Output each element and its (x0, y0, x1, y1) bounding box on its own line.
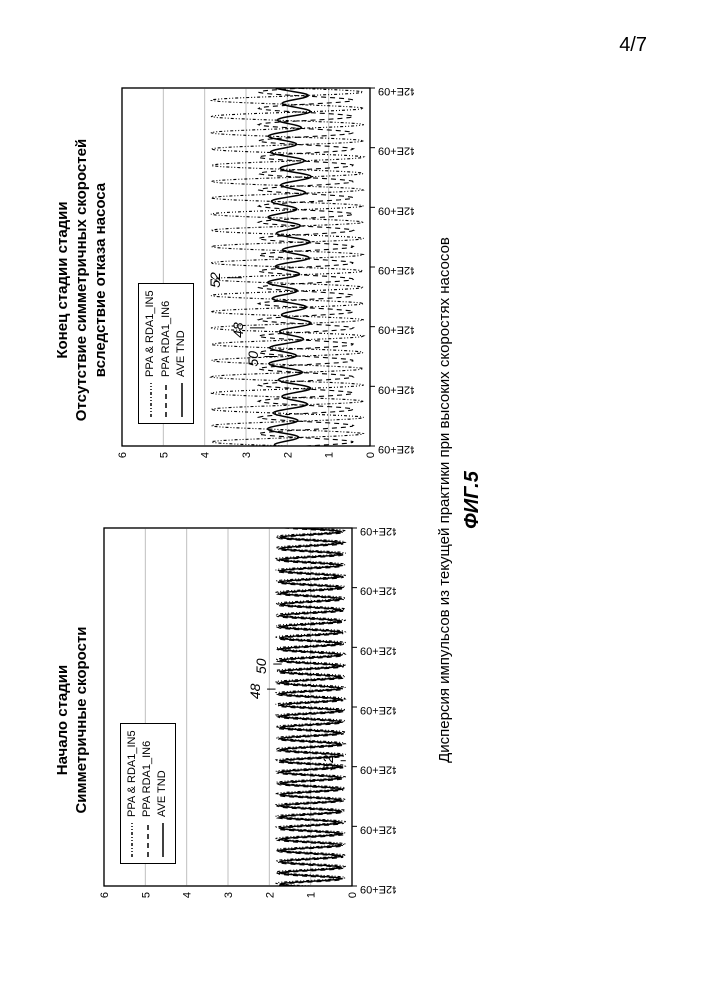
legend-label: AVE TND (174, 330, 189, 377)
x-tick-label: 1.342E+09 (360, 883, 396, 895)
x-tick-label: 1.342E+09 (378, 264, 414, 276)
chart-right-title: Конец стадии стадии Отсутствие симметрич… (54, 139, 110, 421)
x-tick-label: 1.342E+09 (378, 85, 414, 97)
global-caption: Дисперсия импульсов из текущей практики … (436, 40, 453, 960)
x-tick-label: 1.342E+09 (378, 324, 414, 336)
y-tick-label: 1 (305, 892, 317, 898)
callout-label: 48 (247, 684, 263, 700)
y-tick-label: 0 (365, 452, 377, 458)
callout-label: 50 (253, 658, 269, 674)
legend-row: PPA RDA1_IN6 (159, 290, 174, 417)
x-tick-label: 1.342E+09 (360, 704, 396, 716)
x-tick-label: 1.342E+09 (360, 585, 396, 597)
y-tick-label: 4 (181, 892, 193, 898)
y-tick-label: 3 (241, 452, 253, 458)
legend-row: PPA & RDA1_IN5 (125, 730, 140, 857)
callout-label: 52 (207, 272, 223, 288)
figure-label: ФИГ.5 (461, 40, 484, 960)
y-tick-label: 6 (99, 892, 111, 898)
x-tick-label: 1.342E+09 (378, 443, 414, 455)
y-tick-label: 2 (283, 452, 295, 458)
chart-left-title: Начало стадии Симметричные скорости (54, 626, 92, 813)
chart-left-area: 0 1 2 3 4 5 6 1.342E+09 1.342E+09 1.342E+09 1.342E… (96, 520, 396, 920)
legend-label: PPA RDA1_IN6 (159, 301, 174, 377)
chart-right-area: 0 1 2 3 4 5 6 1.342E+09 1.342E+09 1.342E+09 1.342E… (114, 80, 414, 480)
chart-left: Начало стадии Симметричные скорости 0 1 2 3… (54, 520, 414, 920)
x-tick-label: 1.342E+09 (378, 383, 414, 395)
charts-row: Начало стадии Симметричные скорости 0 1 2 3… (54, 40, 414, 960)
figure-stage: Начало стадии Симметричные скорости 0 1 2 3… (54, 40, 654, 960)
y-tick-label: 1 (324, 452, 336, 458)
y-tick-label: 5 (159, 452, 171, 458)
legend: PPA & RDA1_IN5PPA RDA1_IN6AVE TND (120, 723, 176, 864)
y-tick-label: 0 (347, 892, 359, 898)
callout-label: 52 (320, 755, 336, 771)
legend-row: AVE TND (174, 290, 189, 417)
x-tick-label: 1.342E+09 (360, 644, 396, 656)
x-tick-label: 1.342E+09 (360, 823, 396, 835)
y-tick-label: 6 (117, 452, 129, 458)
y-tick-label: 5 (140, 892, 152, 898)
legend-label: PPA & RDA1_IN5 (125, 730, 140, 817)
y-tick-label: 2 (264, 892, 276, 898)
legend-row: PPA RDA1_IN6 (140, 730, 155, 857)
callout-label: 50 (245, 351, 261, 367)
y-tick-label: 4 (200, 452, 212, 458)
legend-label: PPA & RDA1_IN5 (143, 290, 158, 377)
x-tick-label: 1.342E+09 (360, 525, 396, 537)
chart-right: Конец стадии стадии Отсутствие симметрич… (54, 80, 414, 480)
legend-label: AVE TND (155, 770, 170, 817)
legend-label: PPA RDA1_IN6 (140, 741, 155, 817)
x-tick-label: 1.342E+09 (378, 145, 414, 157)
x-tick-label: 1.342E+09 (378, 204, 414, 216)
callout-label: 48 (230, 322, 246, 338)
x-tick-label: 1.342E+09 (360, 764, 396, 776)
legend: PPA & RDA1_IN5PPA RDA1_IN6AVE TND (138, 283, 194, 424)
y-tick-label: 3 (223, 892, 235, 898)
legend-row: PPA & RDA1_IN5 (143, 290, 158, 417)
legend-row: AVE TND (155, 730, 170, 857)
